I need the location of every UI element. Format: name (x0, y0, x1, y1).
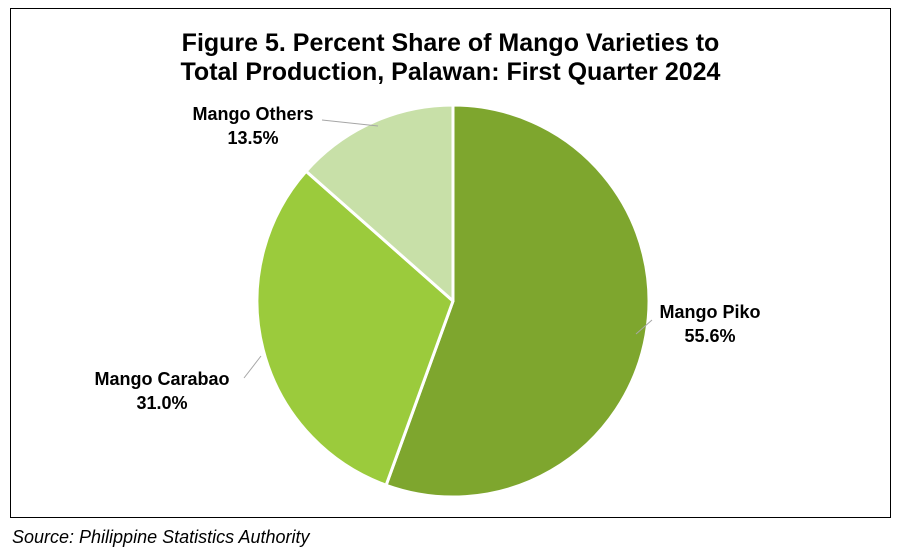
chart-title-line-2: Total Production, Palawan: First Quarter… (180, 58, 721, 86)
slice-label-mango-others: Mango Others (192, 104, 313, 124)
leader-line-mango-carabao (243, 355, 262, 379)
slice-label-mango-carabao: Mango Carabao (94, 369, 229, 389)
pie-chart: Mango Piko 55.6% Mango Carabao 31.0% Mango O… (94, 103, 761, 499)
chart-title-line-1: Figure 5. Percent Share of Mango Varieti… (181, 29, 720, 57)
pie-slice-mango-others (304, 103, 455, 303)
pie-slice-mango-carabao (255, 169, 455, 487)
slice-value-mango-others: 13.5% (227, 128, 278, 148)
source-note: Source: Philippine Statistics Authority (12, 527, 310, 547)
pie-slice-mango-piko (384, 103, 651, 499)
slice-value-mango-piko: 55.6% (684, 326, 735, 346)
leader-line-mango-piko (635, 319, 653, 335)
slice-label-mango-piko: Mango Piko (659, 302, 760, 322)
slice-value-mango-carabao: 31.0% (136, 393, 187, 413)
chart-title: Figure 5. Percent Share of Mango Varieti… (11, 29, 890, 87)
leader-line-mango-others (321, 119, 379, 127)
